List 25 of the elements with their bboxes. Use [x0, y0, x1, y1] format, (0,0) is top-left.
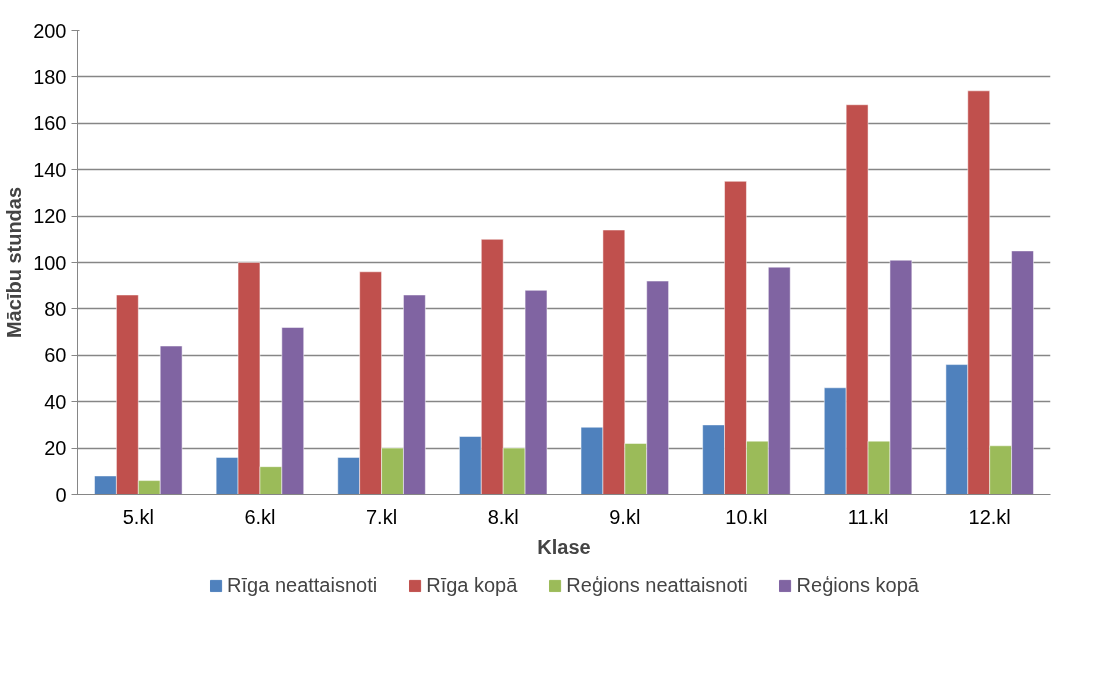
- x-tick-label: 9.kl: [609, 505, 641, 528]
- x-tick-label: 10.kl: [725, 505, 768, 528]
- y-axis-title: Mācību stundas: [3, 186, 26, 339]
- y-tick-label: 60: [44, 344, 67, 367]
- y-tick-label: 80: [44, 297, 67, 320]
- x-tick-label: 5.kl: [122, 505, 154, 528]
- x-tick-label: 12.kl: [968, 505, 1011, 528]
- x-tick-label: 8.kl: [487, 505, 519, 528]
- y-tick-label: 0: [55, 483, 67, 506]
- y-tick-label: 140: [33, 158, 67, 181]
- legend-label: Reģions neattaisnoti: [566, 573, 748, 597]
- y-tick-label: 120: [33, 205, 67, 228]
- y-tick-label: 40: [44, 390, 67, 413]
- legend-label: Rīga neattaisnoti: [227, 573, 378, 597]
- y-tick-label: 160: [33, 112, 67, 135]
- y-tick-label: 20: [44, 437, 67, 460]
- y-tick-label: 180: [33, 65, 67, 88]
- y-tick-label: 200: [33, 19, 67, 42]
- x-tick-label: 11.kl: [847, 505, 889, 528]
- y-tick-label: 100: [33, 251, 67, 274]
- x-axis-title: Klase: [537, 535, 591, 558]
- x-tick-label: 6.kl: [244, 505, 276, 528]
- legend-label: Reģions kopā: [796, 573, 919, 597]
- x-tick-label: 7.kl: [366, 505, 398, 528]
- legend-label: Rīga kopā: [426, 573, 518, 597]
